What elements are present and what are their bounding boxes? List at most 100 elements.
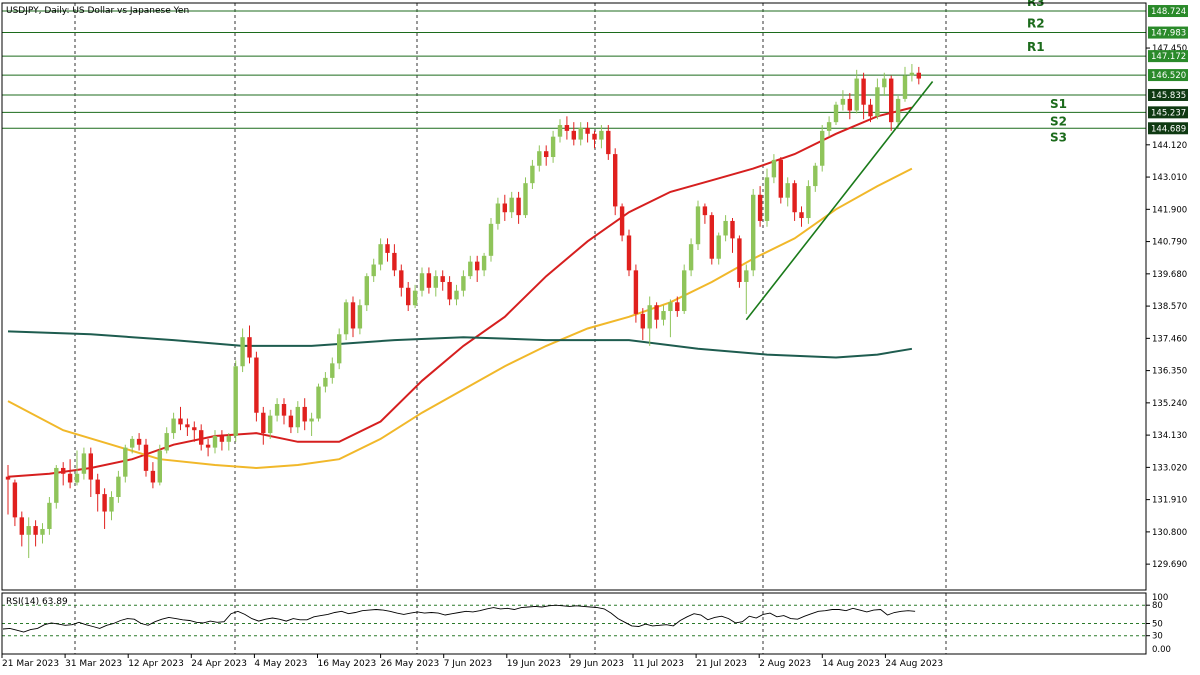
candle xyxy=(95,473,100,512)
candle-body xyxy=(647,305,652,329)
candle xyxy=(419,267,425,297)
candle-body xyxy=(295,406,300,428)
candle xyxy=(571,122,576,146)
candle xyxy=(364,273,369,312)
candle-body xyxy=(47,502,52,529)
vertical-grid xyxy=(74,3,947,654)
candle-body xyxy=(150,470,156,483)
price-tick-label: 147.450 xyxy=(1152,44,1187,54)
candle-body xyxy=(757,194,763,221)
candle xyxy=(820,125,825,172)
candle-body xyxy=(675,302,680,312)
candle xyxy=(461,270,466,297)
candle xyxy=(337,328,342,370)
candle xyxy=(840,90,846,111)
price-tick-label: 144.120 xyxy=(1152,141,1187,151)
candle xyxy=(902,66,908,102)
candle-body xyxy=(61,467,66,474)
level-price-tags: 148.724 147.983 147.172 146.520 145.835 145.2… xyxy=(1148,5,1188,135)
candle-body xyxy=(123,447,128,477)
candle-body xyxy=(523,183,528,216)
rsi-tick-label: 0.00 xyxy=(1152,645,1171,655)
candle-body xyxy=(81,453,87,474)
candle xyxy=(523,177,528,219)
candle-body xyxy=(820,130,825,166)
candle xyxy=(544,145,549,166)
price-tick-label: 137.460 xyxy=(1152,334,1187,344)
candle xyxy=(599,125,604,149)
candle-body xyxy=(192,427,197,431)
price-tick-label: 130.800 xyxy=(1152,528,1187,538)
candle xyxy=(916,66,921,85)
candle-body xyxy=(109,497,114,512)
date-label: 29 Jun 2023 xyxy=(570,659,624,669)
candle xyxy=(751,188,756,277)
candle xyxy=(475,255,480,282)
candle-body xyxy=(619,206,625,236)
date-label: 12 Apr 2023 xyxy=(128,659,184,669)
candle xyxy=(716,232,721,265)
candle-body xyxy=(813,165,818,187)
candle-body xyxy=(364,276,369,306)
candle xyxy=(882,72,887,96)
candle xyxy=(330,357,335,384)
candle xyxy=(74,450,80,486)
price-tick-label: 133.020 xyxy=(1152,463,1187,473)
candle xyxy=(640,308,645,341)
candle xyxy=(495,197,501,230)
candle xyxy=(109,491,114,521)
candle xyxy=(709,212,714,265)
level-name-label: S1 xyxy=(1050,97,1067,111)
candle xyxy=(550,130,556,163)
candle xyxy=(33,520,38,547)
level-price-tag xyxy=(1148,106,1188,119)
date-label: 31 Mar 2023 xyxy=(65,659,122,669)
candle xyxy=(488,218,494,262)
level-name-label: R2 xyxy=(1027,17,1045,31)
candle-body xyxy=(771,159,777,178)
price-tick-label: 131.910 xyxy=(1152,496,1187,506)
candle xyxy=(399,264,404,297)
candle-body xyxy=(40,528,45,535)
candle xyxy=(909,64,915,82)
candle-body xyxy=(606,130,611,155)
candle xyxy=(688,238,694,277)
candle xyxy=(426,267,432,294)
candle-body xyxy=(537,151,542,166)
candle xyxy=(371,258,376,282)
rsi-label: RSI(14) 63.89 xyxy=(6,597,68,607)
candle xyxy=(723,215,728,242)
candle xyxy=(702,203,708,224)
candle-body xyxy=(847,98,852,111)
candle xyxy=(647,296,652,346)
candle xyxy=(785,177,790,207)
rsi-tick-label: 50 xyxy=(1152,620,1163,630)
candle xyxy=(123,444,128,483)
candle xyxy=(357,299,363,335)
candle-body xyxy=(440,276,445,282)
candle xyxy=(695,200,701,251)
candle-body xyxy=(371,264,376,277)
candle xyxy=(619,203,625,242)
candle xyxy=(136,433,142,451)
candle-body xyxy=(288,415,294,428)
candle xyxy=(226,433,231,451)
candle-body xyxy=(792,183,797,213)
candle-body xyxy=(730,220,735,239)
candle-body xyxy=(902,75,908,99)
candle xyxy=(316,383,321,422)
candle xyxy=(171,412,176,439)
candle xyxy=(606,125,611,160)
candle xyxy=(633,264,639,323)
candle xyxy=(54,465,59,509)
candle-body xyxy=(330,363,335,378)
candle-body xyxy=(268,415,273,434)
trendline xyxy=(745,80,934,321)
candle xyxy=(40,523,45,544)
candle xyxy=(233,360,238,442)
candle xyxy=(895,95,901,128)
candle xyxy=(130,435,135,454)
candle-body xyxy=(454,290,459,300)
candle xyxy=(530,159,535,189)
candle-body xyxy=(178,418,183,425)
